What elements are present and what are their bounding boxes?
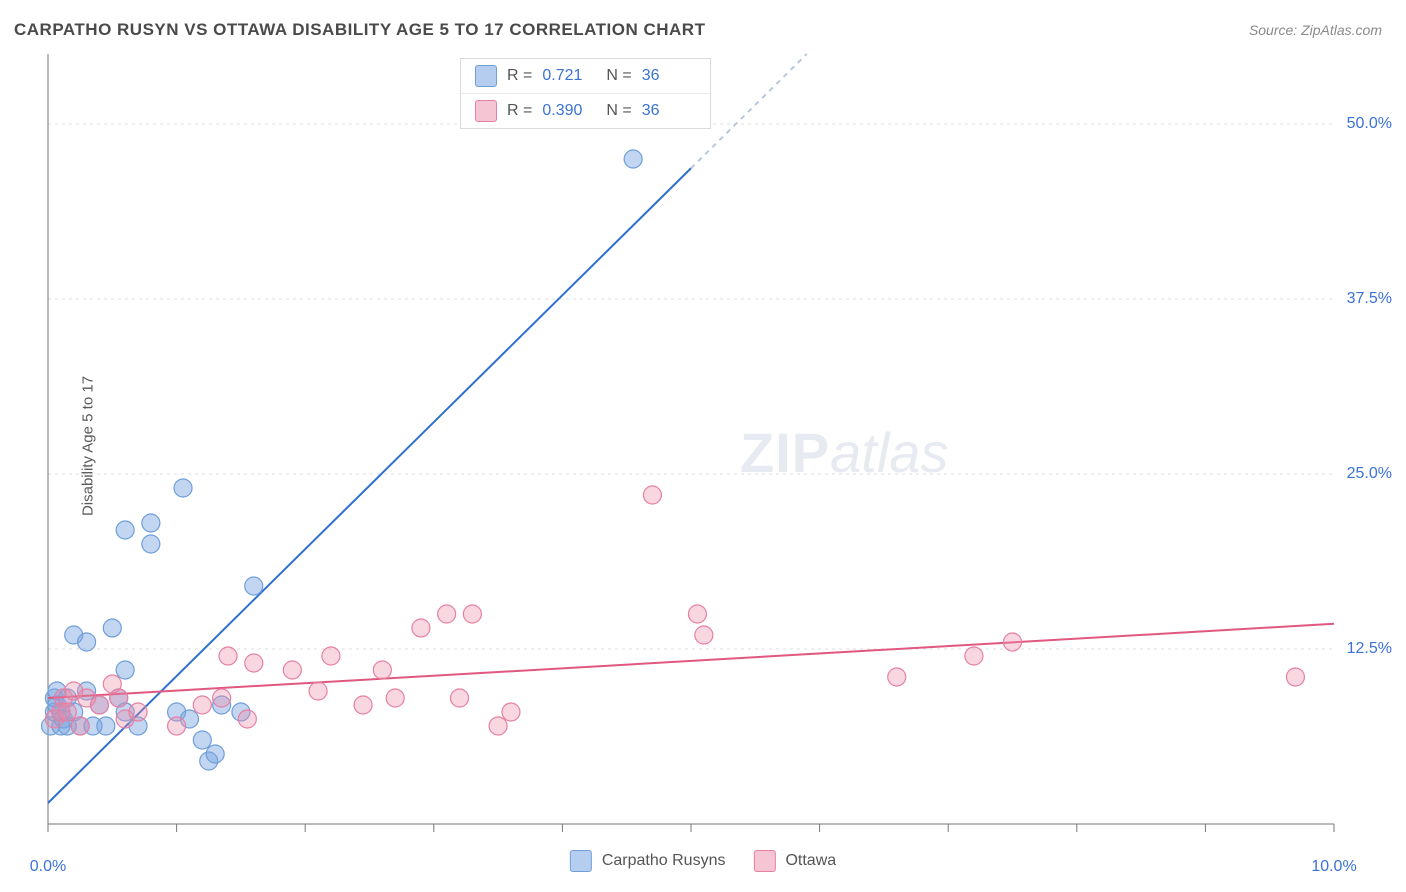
data-point — [965, 647, 983, 665]
data-point — [1004, 633, 1022, 651]
data-point — [463, 605, 481, 623]
legend-swatch — [753, 850, 775, 872]
data-point — [174, 479, 192, 497]
n-value: 36 — [642, 102, 696, 120]
data-point — [213, 689, 231, 707]
data-point — [238, 710, 256, 728]
legend-swatch — [475, 65, 497, 87]
legend-swatch — [475, 100, 497, 122]
data-point — [438, 605, 456, 623]
data-point — [78, 633, 96, 651]
r-value: 0.721 — [542, 67, 596, 85]
data-point — [643, 486, 661, 504]
data-point — [888, 668, 906, 686]
stats-legend-row: R = 0.390 N = 36 — [461, 94, 710, 128]
legend-swatch — [570, 850, 592, 872]
data-point — [489, 717, 507, 735]
data-point — [193, 696, 211, 714]
data-point — [502, 703, 520, 721]
n-value: 36 — [642, 67, 696, 85]
data-point — [142, 514, 160, 532]
y-tick-label: 37.5% — [1347, 290, 1392, 308]
y-tick-label: 12.5% — [1347, 640, 1392, 658]
y-tick-label: 25.0% — [1347, 465, 1392, 483]
x-tick-label: 10.0% — [1311, 858, 1356, 876]
stats-legend-row: R = 0.721 N = 36 — [461, 59, 710, 94]
data-point — [71, 717, 89, 735]
data-point — [688, 605, 706, 623]
data-point — [97, 717, 115, 735]
scatter-chart — [0, 0, 1406, 892]
series-legend-label: Carpatho Rusyns — [602, 852, 726, 870]
data-point — [1286, 668, 1304, 686]
n-label: N = — [606, 102, 631, 120]
series-legend: Carpatho Rusyns Ottawa — [570, 850, 836, 872]
data-point — [219, 647, 237, 665]
data-point — [451, 689, 469, 707]
data-point — [206, 745, 224, 763]
y-tick-label: 50.0% — [1347, 115, 1392, 133]
data-point — [373, 661, 391, 679]
series-legend-item: Ottawa — [753, 850, 836, 872]
r-label: R = — [507, 67, 532, 85]
data-point — [624, 150, 642, 168]
data-point — [322, 647, 340, 665]
data-point — [193, 731, 211, 749]
data-point — [142, 535, 160, 553]
data-point — [58, 703, 76, 721]
stats-legend: R = 0.721 N = 36 R = 0.390 N = 36 — [460, 58, 711, 129]
data-point — [245, 577, 263, 595]
data-point — [103, 619, 121, 637]
data-point — [168, 717, 186, 735]
data-point — [129, 703, 147, 721]
data-point — [116, 521, 134, 539]
data-point — [354, 696, 372, 714]
data-point — [309, 682, 327, 700]
data-point — [386, 689, 404, 707]
r-label: R = — [507, 102, 532, 120]
data-point — [283, 661, 301, 679]
data-point — [90, 696, 108, 714]
data-point — [695, 626, 713, 644]
data-point — [412, 619, 430, 637]
data-point — [245, 654, 263, 672]
n-label: N = — [606, 67, 631, 85]
series-legend-label: Ottawa — [785, 852, 836, 870]
data-point — [116, 661, 134, 679]
series-legend-item: Carpatho Rusyns — [570, 850, 726, 872]
data-point — [110, 689, 128, 707]
r-value: 0.390 — [542, 102, 596, 120]
x-tick-label: 0.0% — [30, 858, 66, 876]
